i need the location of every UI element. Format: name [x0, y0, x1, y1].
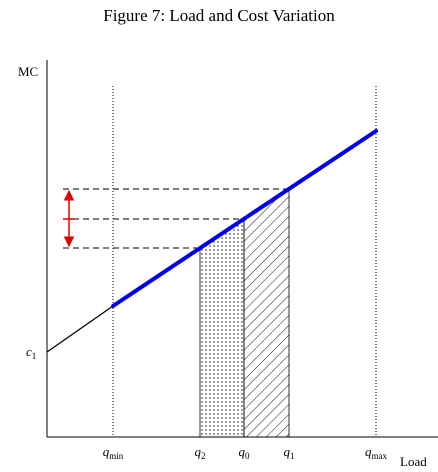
cost-line [46, 305, 114, 353]
label-sub: 1 [290, 451, 295, 461]
x-labels: qmin q2 q0 q1 qmax [103, 444, 388, 461]
label-main: q [239, 444, 246, 459]
intercept-label: c1 [26, 344, 36, 361]
label-main: q [103, 444, 110, 459]
label-sub: 2 [201, 451, 206, 461]
label-sub: 1 [32, 351, 37, 361]
label-main: q [195, 444, 202, 459]
operating-cost-line [111, 129, 378, 308]
label-main: q [284, 444, 291, 459]
label-main: c [26, 344, 32, 359]
x-label: q2 [195, 444, 206, 461]
label-main: q [365, 444, 372, 459]
hatched-region [243, 188, 290, 438]
label-sub: 0 [245, 451, 250, 461]
x-label: q0 [239, 444, 251, 461]
label-sub: min [109, 451, 124, 461]
x-axis-label: Load [400, 454, 427, 469]
x-label: qmax [365, 444, 387, 461]
dotted-region [199, 218, 245, 438]
y-axis-label: MC [18, 64, 38, 79]
label-sub: max [372, 451, 388, 461]
x-label: qmin [103, 444, 124, 461]
figure-title: Figure 7: Load and Cost Variation [103, 6, 335, 25]
x-label: q1 [284, 444, 295, 461]
